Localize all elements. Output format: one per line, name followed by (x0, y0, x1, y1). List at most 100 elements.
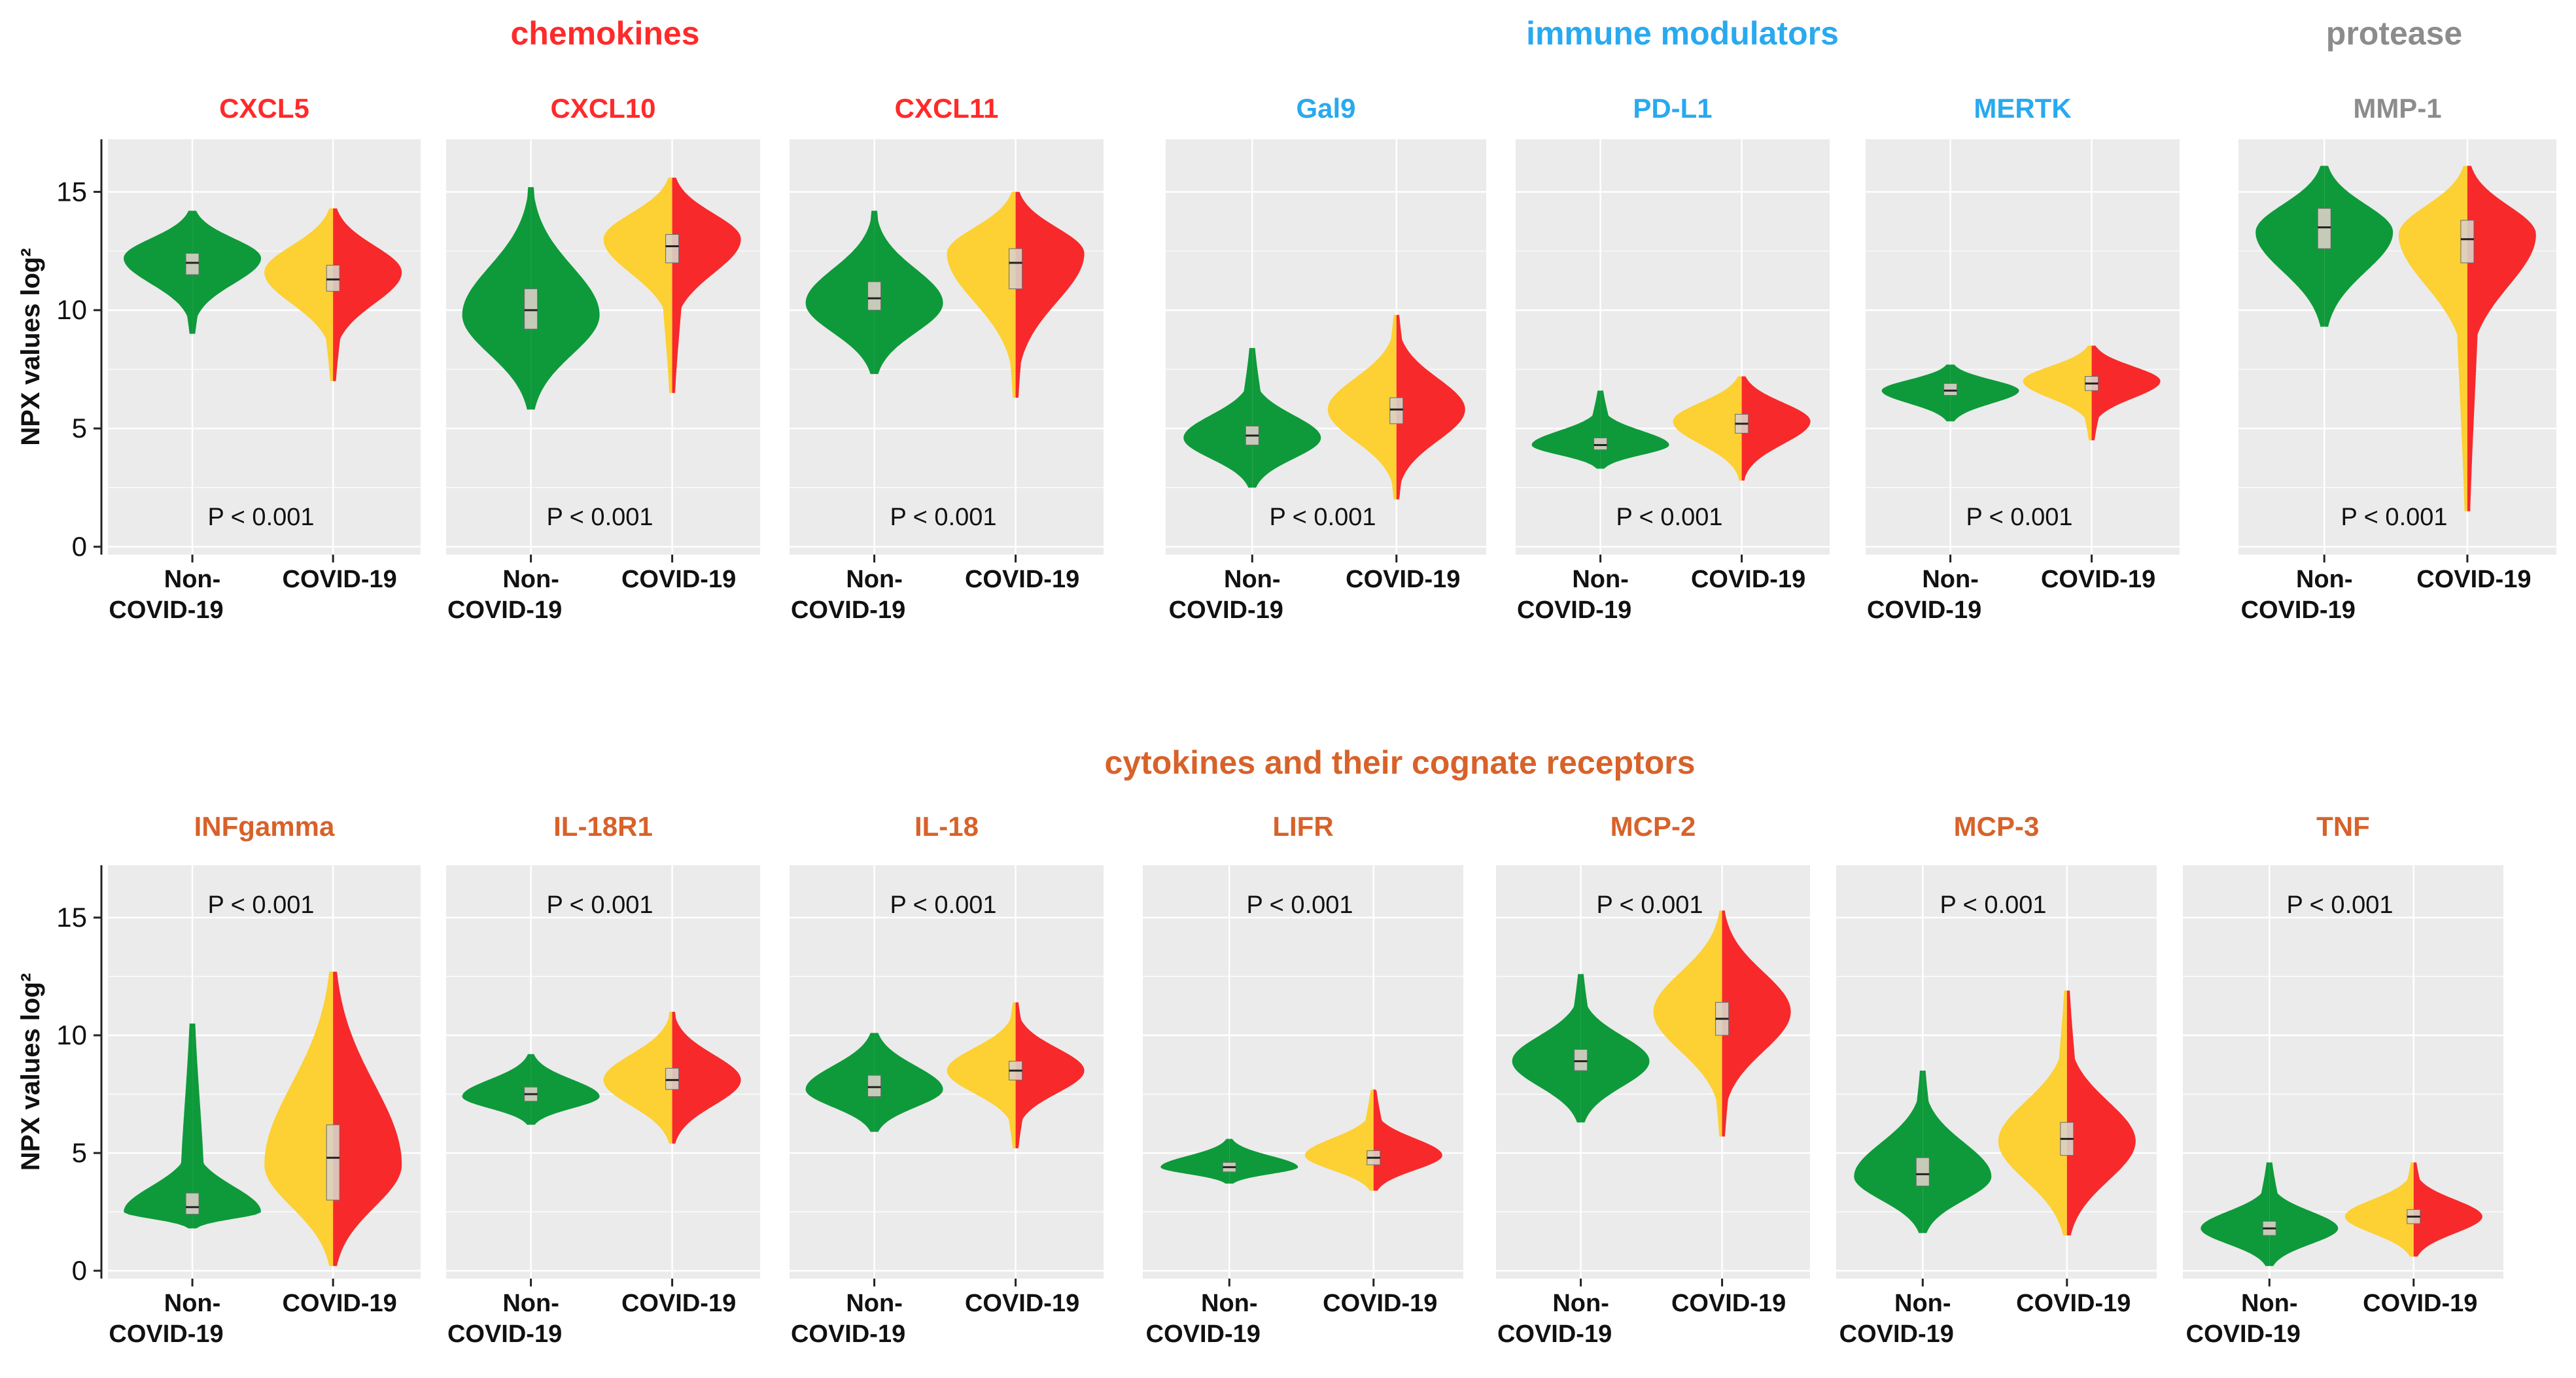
box-non-covid (185, 1192, 200, 1215)
x-label-covid: COVID-19 (2016, 1290, 2131, 1317)
x-label-covid: COVID-19 (965, 1290, 1079, 1317)
y-tick-label: 5 (72, 1137, 87, 1168)
violin-covid-left-half (603, 177, 672, 393)
p-value-label: P < 0.001 (2341, 504, 2447, 531)
box-non-covid (1593, 438, 1608, 451)
panel-title: LIFR (1272, 811, 1333, 842)
p-value-label: P < 0.001 (1966, 504, 2072, 531)
x-label-non-covid-line2: COVID-19 (2186, 1320, 2301, 1348)
box-non-covid (185, 252, 200, 275)
violin-non-covid-right (1600, 390, 1669, 469)
x-label-non-covid-line2: COVID-19 (1867, 596, 1981, 624)
x-label-non-covid-line1: Non- (2296, 566, 2353, 593)
p-value-label: P < 0.001 (890, 891, 996, 919)
violin-covid-left-half (1327, 315, 1397, 500)
panel-title: CXCL11 (895, 93, 999, 124)
violin-covid-left-half (1998, 990, 2067, 1235)
violin-non-covid-left (1183, 348, 1253, 488)
y-tick-label: 15 (56, 176, 87, 207)
x-label-non-covid-line1: Non- (1552, 1290, 1609, 1317)
panel-title: MERTK (1974, 93, 2071, 124)
panel-il-18: IL-18 P < 0.001 Non- COVID-19 COVID-19 (790, 811, 1104, 1348)
x-label-covid: COVID-19 (2416, 566, 2531, 593)
violin-non-covid-right (1950, 364, 2019, 422)
y-tick-label: 15 (56, 902, 87, 933)
y-tick-label: 10 (56, 294, 87, 325)
violin-covid-right-half (2091, 345, 2161, 441)
violin-covid-left-half (1653, 910, 1722, 1137)
x-label-non-covid-line1: Non- (846, 566, 903, 593)
y-axis-label: NPX values log² (16, 248, 45, 445)
panel-cxcl10: CXCL10 P < 0.001 Non- COVID-19 COVID-19 (446, 93, 760, 624)
violin-non-covid-right (1252, 348, 1321, 488)
violin-covid-left-half (2398, 165, 2467, 511)
y-tick-label: 10 (56, 1020, 87, 1050)
x-label-non-covid-line1: Non- (1572, 566, 1629, 593)
panel-mcp-2: MCP-2 P < 0.001 Non- COVID-19 COVID-19 (1496, 811, 1810, 1348)
panel-background (1866, 139, 2180, 555)
violin-non-covid-left (805, 1033, 875, 1132)
x-label-covid: COVID-19 (283, 1290, 397, 1317)
x-label-covid: COVID-19 (2363, 1290, 2477, 1317)
panel-title: MCP-3 (1954, 811, 2040, 842)
x-label-non-covid-line1: Non- (1201, 1290, 1258, 1317)
x-label-covid: COVID-19 (621, 566, 736, 593)
p-value-label: P < 0.001 (1246, 891, 1353, 919)
x-label-non-covid-line2: COVID-19 (1169, 596, 1283, 624)
violin-non-covid-right (874, 1033, 943, 1132)
panel-mcp-3: MCP-3 P < 0.001 Non- COVID-19 COVID-19 (1836, 811, 2157, 1348)
group-title-chemokines: chemokines (510, 15, 699, 52)
violin-covid-right-half (672, 177, 741, 393)
panel-title: PD-L1 (1633, 93, 1712, 124)
p-value-label: P < 0.001 (1269, 504, 1376, 531)
violin-covid-left-half (603, 1012, 672, 1144)
violin-covid-right-half (1396, 315, 1465, 500)
violin-non-covid-left (124, 1024, 193, 1229)
y-tick-label: 0 (72, 1255, 87, 1286)
panel-title: IL-18R1 (553, 811, 653, 842)
panel-mertk: MERTK P < 0.001 Non- COVID-19 COVID-19 (1866, 93, 2180, 624)
violin-covid-right-half (1741, 376, 1811, 481)
violin-covid-left-half (1304, 1089, 1374, 1191)
violin-non-covid-left (124, 211, 193, 334)
x-label-non-covid-line2: COVID-19 (1517, 596, 1631, 624)
violin-covid-right-half (2413, 1162, 2482, 1257)
violin-covid-right-half (1015, 192, 1085, 398)
p-value-label: P < 0.001 (207, 891, 314, 919)
x-label-non-covid-line1: Non- (1894, 1290, 1951, 1317)
panel-title: MCP-2 (1610, 811, 1696, 842)
violin-non-covid-right (1580, 974, 1650, 1123)
panel-background (1516, 139, 1830, 555)
violin-covid-right-half (1373, 1089, 1442, 1191)
violin-covid-left-half (264, 971, 334, 1266)
p-value-label: P < 0.001 (1940, 891, 2046, 919)
box-covid (665, 1067, 680, 1090)
box-non-covid (867, 1075, 882, 1097)
violin-covid-left-half (2023, 345, 2092, 441)
panel-title: CXCL5 (219, 93, 309, 124)
violin-non-covid-left (462, 1054, 531, 1125)
panel-background (2238, 139, 2556, 555)
group-titles: chemokines immune modulators protease cytok… (510, 15, 2462, 781)
violin-covid-left-half (1673, 376, 1742, 481)
violin-non-covid-left (1512, 974, 1581, 1123)
violin-non-covid-left (805, 211, 875, 374)
violin-covid-right-half (333, 208, 402, 381)
panel-infgamma: INFgamma P < 0.001 Non- COVID-19 COVID-19 (108, 811, 421, 1348)
panel-title: INFgamma (194, 811, 335, 842)
x-label-covid: COVID-19 (621, 1290, 736, 1317)
violin-covid-right-half (672, 1012, 741, 1144)
p-value-label: P < 0.001 (207, 504, 314, 531)
violin-non-covid-left (2201, 1162, 2270, 1266)
group-title-cytokines: cytokines and their cognate receptors (1104, 744, 1695, 781)
x-label-non-covid-line2: COVID-19 (2241, 596, 2356, 624)
violin-non-covid-left (1531, 390, 1601, 469)
x-label-non-covid-line2: COVID-19 (447, 1320, 562, 1348)
panel-background (1166, 139, 1486, 555)
x-label-non-covid-line1: Non- (846, 1290, 903, 1317)
violin-non-covid-left (1881, 364, 1951, 422)
violin-non-covid-right (531, 1054, 600, 1125)
box-non-covid (1574, 1049, 1588, 1071)
panel-background (108, 139, 421, 555)
